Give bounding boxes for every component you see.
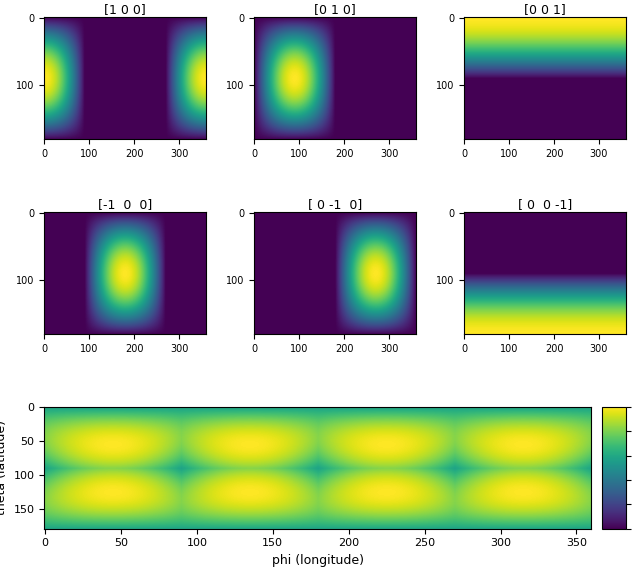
Title: [ 0 -1  0]: [ 0 -1 0] bbox=[308, 198, 362, 211]
X-axis label: phi (longitude): phi (longitude) bbox=[272, 554, 363, 567]
Title: [0 0 1]: [0 0 1] bbox=[524, 3, 566, 16]
Title: [0 1 0]: [0 1 0] bbox=[314, 3, 356, 16]
Y-axis label: theta (latitude): theta (latitude) bbox=[0, 420, 8, 515]
Title: [-1  0  0]: [-1 0 0] bbox=[98, 198, 152, 211]
Title: [1 0 0]: [1 0 0] bbox=[104, 3, 146, 16]
Title: [ 0  0 -1]: [ 0 0 -1] bbox=[518, 198, 572, 211]
